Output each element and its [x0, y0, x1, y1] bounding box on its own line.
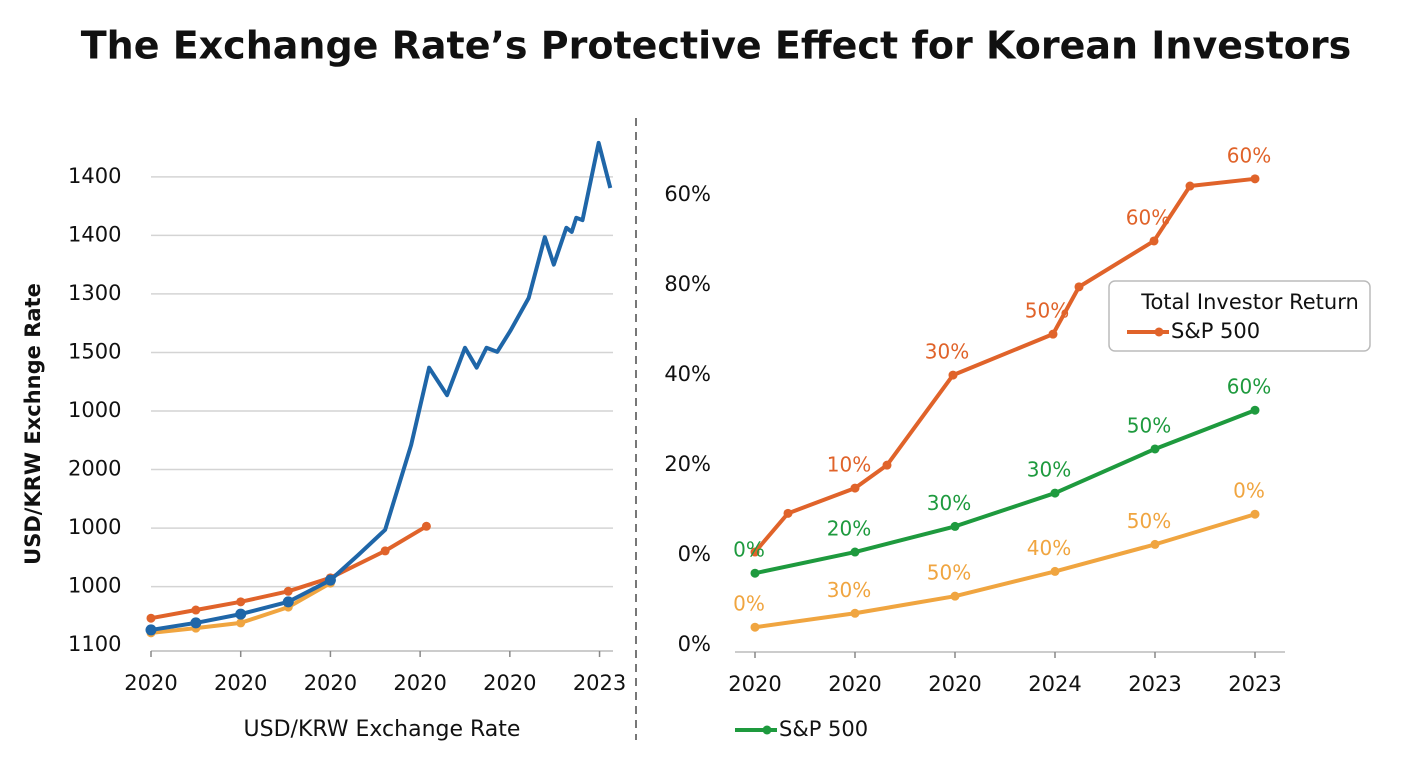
data-point	[950, 591, 960, 601]
data-point	[421, 521, 431, 531]
data-point	[1050, 566, 1060, 576]
y-tick-label: 80%	[664, 272, 711, 296]
data-label: 30%	[1027, 458, 1071, 482]
data-point	[850, 483, 860, 493]
x-axis-label: USD/KRW Exchange Rate	[244, 717, 521, 742]
data-point	[282, 596, 294, 608]
data-label: 50%	[1025, 299, 1069, 323]
data-point	[324, 574, 336, 586]
data-label: 30%	[925, 340, 969, 364]
data-point	[1074, 282, 1084, 292]
series-line	[150, 140, 613, 632]
x-tick-label: 2023	[573, 671, 626, 695]
x-tick-label: 2020	[124, 671, 177, 695]
legend-label: S&P 500	[1171, 319, 1260, 343]
y-tick-label: 1000	[68, 398, 121, 422]
y-tick-label: 2000	[68, 457, 121, 481]
data-point	[1185, 181, 1195, 191]
data-point	[380, 546, 390, 556]
data-label: 50%	[927, 561, 971, 585]
y-tick-label: 1400	[68, 222, 121, 246]
y-tick-label: 1500	[68, 339, 121, 363]
legend-label: S&P 500	[779, 717, 868, 741]
x-tick-label: 2020	[214, 671, 267, 695]
data-point	[1048, 329, 1058, 339]
data-point	[283, 586, 293, 596]
x-tick-label: 2020	[828, 672, 881, 696]
legend-title: Total Investor Return	[1140, 290, 1359, 314]
data-point	[1250, 174, 1260, 184]
data-point	[146, 613, 156, 623]
data-point	[1150, 539, 1160, 549]
y-tick-label: 1400	[68, 164, 121, 188]
data-point	[850, 608, 860, 618]
y-tick-label: 1300	[68, 281, 121, 305]
data-label: 60%	[1227, 143, 1271, 167]
data-point	[236, 597, 246, 607]
data-point	[783, 508, 793, 518]
x-tick-label: 2023	[1128, 672, 1181, 696]
data-point	[1250, 405, 1260, 415]
x-tick-label: 2020	[304, 671, 357, 695]
data-point	[750, 622, 760, 632]
data-point	[236, 618, 246, 628]
data-label: 50%	[1127, 413, 1171, 437]
y-tick-label: 0%	[678, 542, 711, 566]
x-tick-label: 2020	[483, 671, 536, 695]
legend-box	[1108, 280, 1371, 352]
data-label: 0%	[733, 538, 765, 562]
page-title: The Exchange Rate’s Protective Effect fo…	[81, 24, 1352, 68]
data-point	[190, 617, 202, 629]
data-label: 50%	[1127, 509, 1171, 533]
data-point	[145, 624, 157, 636]
data-label: 0%	[1233, 479, 1265, 503]
y-tick-label: 40%	[664, 362, 711, 386]
data-point	[948, 370, 958, 380]
data-point	[950, 521, 960, 531]
x-tick-label: 2020	[728, 672, 781, 696]
legend-marker	[1154, 327, 1164, 337]
data-point	[850, 547, 860, 557]
series-line	[754, 408, 1256, 576]
x-tick-label: 2020	[393, 671, 446, 695]
y-tick-label: 20%	[664, 452, 711, 476]
data-point	[1250, 509, 1260, 519]
data-point	[235, 608, 247, 620]
y-tick-label: 1000	[68, 574, 121, 598]
data-point	[750, 568, 760, 578]
y-tick-label: 60%	[664, 182, 711, 206]
y-tick-label: 1000	[68, 515, 121, 539]
data-label: 40%	[1027, 536, 1071, 560]
data-label: 30%	[927, 491, 971, 515]
data-point	[1150, 444, 1160, 454]
x-tick-label: 2020	[928, 672, 981, 696]
data-label: 60%	[1126, 205, 1170, 229]
y-axis-label: USD/KRW Exchnge Rate	[21, 283, 45, 565]
data-point	[750, 547, 760, 557]
data-point	[1149, 236, 1159, 246]
data-point	[1050, 488, 1060, 498]
x-tick-label: 2023	[1228, 672, 1281, 696]
data-label: 0%	[733, 592, 765, 616]
y-tick-label: 0%	[678, 632, 711, 656]
data-label: 10%	[827, 453, 871, 477]
series-line	[754, 512, 1256, 630]
series-line	[753, 176, 1256, 554]
data-label: 30%	[827, 578, 871, 602]
legend-marker	[762, 725, 772, 735]
data-label: 20%	[827, 517, 871, 541]
data-label: 60%	[1227, 375, 1271, 399]
data-point	[191, 605, 201, 615]
x-tick-label: 2024	[1028, 672, 1081, 696]
data-point	[882, 460, 892, 470]
y-tick-label: 1100	[68, 632, 121, 656]
